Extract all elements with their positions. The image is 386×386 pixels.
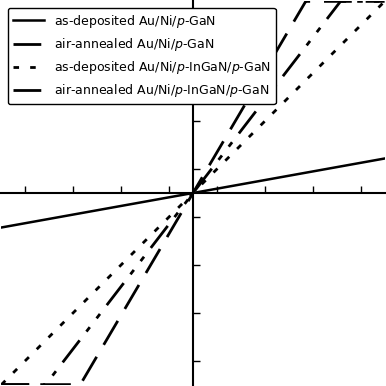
Line: as-deposited Au/Ni/$p$-InGaN/$p$-GaN: as-deposited Au/Ni/$p$-InGaN/$p$-GaN	[2, 2, 384, 384]
air-annealed Au/Ni/$p$-InGaN/$p$-GaN	[154, 253, 159, 257]
air-annealed Au/Ni/$p$-GaN	[0, 382, 4, 386]
as-deposited Au/Ni/$p$-GaN	[382, 156, 386, 161]
as-deposited Au/Ni/$p$-GaN	[305, 170, 310, 175]
as-deposited Au/Ni/$p$-GaN	[154, 197, 159, 202]
as-deposited Au/Ni/$p$-GaN	[0, 225, 4, 230]
air-annealed Au/Ni/$p$-InGaN/$p$-GaN	[262, 69, 267, 74]
Line: as-deposited Au/Ni/$p$-GaN: as-deposited Au/Ni/$p$-GaN	[2, 159, 384, 227]
air-annealed Au/Ni/$p$-InGaN/$p$-GaN	[38, 382, 43, 386]
as-deposited Au/Ni/$p$-InGaN/$p$-GaN	[298, 83, 303, 88]
air-annealed Au/Ni/$p$-InGaN/$p$-GaN	[298, 8, 303, 13]
as-deposited Au/Ni/$p$-InGaN/$p$-GaN	[38, 343, 43, 348]
as-deposited Au/Ni/$p$-GaN	[262, 178, 267, 183]
as-deposited Au/Ni/$p$-InGaN/$p$-GaN	[262, 119, 267, 124]
air-annealed Au/Ni/$p$-GaN	[262, 98, 267, 102]
air-annealed Au/Ni/$p$-GaN	[298, 51, 303, 56]
air-annealed Au/Ni/$p$-InGaN/$p$-GaN	[0, 382, 4, 386]
as-deposited Au/Ni/$p$-InGaN/$p$-GaN	[168, 213, 173, 218]
air-annealed Au/Ni/$p$-GaN	[338, 0, 343, 4]
Line: air-annealed Au/Ni/$p$-GaN: air-annealed Au/Ni/$p$-GaN	[2, 2, 384, 384]
air-annealed Au/Ni/$p$-GaN	[168, 220, 173, 225]
as-deposited Au/Ni/$p$-InGaN/$p$-GaN	[154, 227, 159, 232]
as-deposited Au/Ni/$p$-InGaN/$p$-GaN	[382, 0, 386, 4]
Line: air-annealed Au/Ni/$p$-InGaN/$p$-GaN: air-annealed Au/Ni/$p$-InGaN/$p$-GaN	[2, 2, 384, 384]
air-annealed Au/Ni/$p$-InGaN/$p$-GaN	[305, 0, 310, 4]
as-deposited Au/Ni/$p$-InGaN/$p$-GaN	[0, 382, 4, 386]
air-annealed Au/Ni/$p$-InGaN/$p$-GaN	[168, 230, 173, 234]
Legend: as-deposited Au/Ni/$p$-GaN, air-annealed Au/Ni/$p$-GaN, as-deposited Au/Ni/$p$-I: as-deposited Au/Ni/$p$-GaN, air-annealed…	[8, 8, 276, 104]
as-deposited Au/Ni/$p$-InGaN/$p$-GaN	[305, 76, 310, 81]
as-deposited Au/Ni/$p$-GaN	[168, 195, 173, 200]
air-annealed Au/Ni/$p$-GaN	[382, 0, 386, 4]
air-annealed Au/Ni/$p$-GaN	[305, 42, 310, 47]
air-annealed Au/Ni/$p$-InGaN/$p$-GaN	[382, 0, 386, 4]
air-annealed Au/Ni/$p$-InGaN/$p$-GaN	[304, 0, 308, 4]
as-deposited Au/Ni/$p$-GaN	[298, 171, 303, 176]
as-deposited Au/Ni/$p$-GaN	[38, 218, 43, 223]
air-annealed Au/Ni/$p$-GaN	[38, 382, 43, 386]
air-annealed Au/Ni/$p$-GaN	[154, 238, 159, 243]
